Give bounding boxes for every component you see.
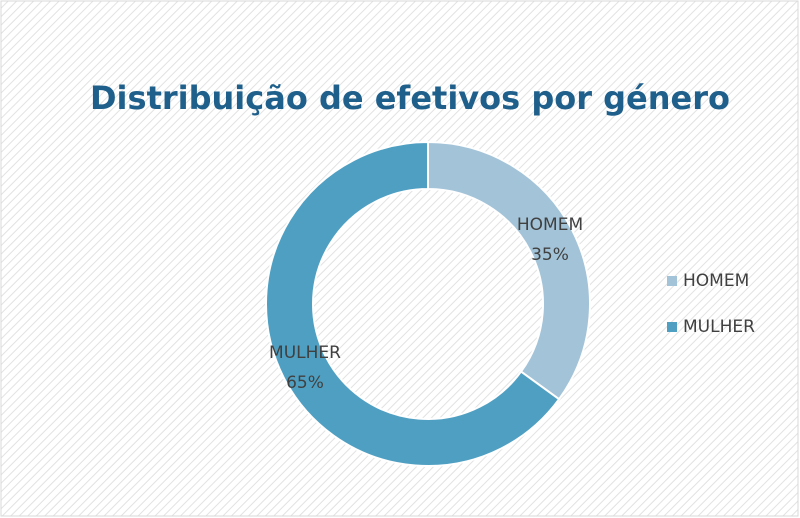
donut-slice (265, 140, 561, 467)
legend-label: HOMEM (683, 271, 749, 291)
data-label-value: 35% (531, 245, 569, 265)
legend-label: MULHER (683, 317, 755, 337)
data-label-name: HOMEM (517, 215, 583, 235)
data-label-name: MULHER (269, 343, 341, 363)
legend-swatch (667, 276, 677, 286)
data-label-value: 65% (286, 373, 324, 393)
chart-title: Distribuição de efetivos por género (90, 79, 730, 117)
legend-swatch (667, 322, 677, 332)
donut-slice (427, 140, 591, 401)
